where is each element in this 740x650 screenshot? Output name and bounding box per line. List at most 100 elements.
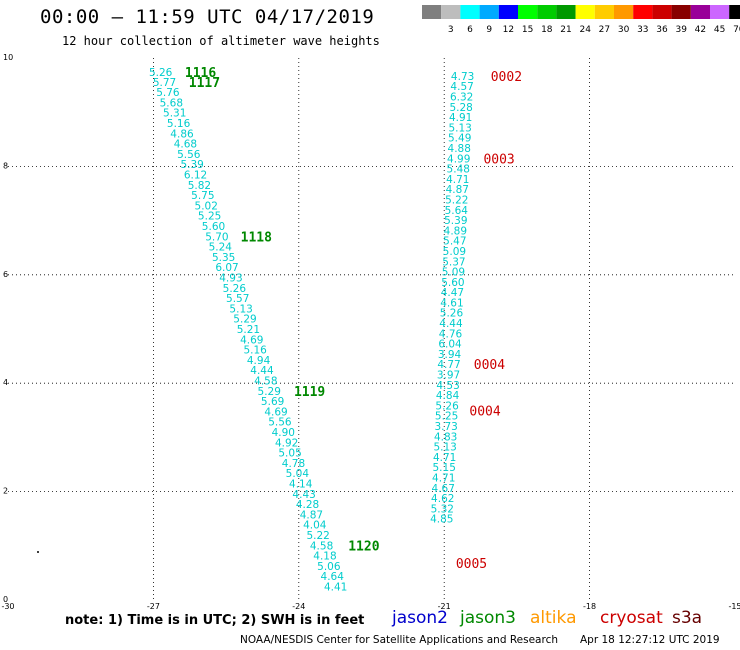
colorbar-tick-label: 45 [714, 25, 725, 35]
data-point-label: 6.04 [438, 339, 462, 351]
data-point-label: 5.32 [431, 503, 454, 515]
x-tick-label: -30 [1, 602, 14, 610]
pass-time-label: 0004 [469, 404, 500, 419]
data-point-label: 5.77 [153, 77, 176, 89]
pass-time-label: 1118 [241, 230, 272, 245]
data-point-label: 5.82 [188, 180, 211, 192]
data-point-label: 5.29 [258, 386, 281, 398]
page-subtitle: 12 hour collection of altimeter wave hei… [62, 34, 380, 48]
generated-timestamp: Apr 18 12:27:12 UTC 2019 [580, 634, 720, 646]
colorbar-tick-label: 36 [656, 25, 668, 35]
data-point-label: 4.94 [247, 355, 271, 367]
data-point-label: 5.13 [229, 303, 252, 315]
colorbar-swatch [556, 5, 576, 19]
colorbar-swatch [690, 5, 710, 19]
colorbar-tick-label: 15 [522, 25, 533, 35]
data-point-label: 4.44 [439, 318, 463, 330]
y-tick-label: 2 [3, 487, 8, 496]
data-point-label: 3.97 [437, 370, 460, 382]
data-point-label: 5.15 [433, 462, 456, 474]
data-point-label: 4.58 [310, 540, 333, 552]
data-point-label: 4.73 [451, 71, 474, 83]
data-point-label: 5.35 [212, 252, 235, 264]
data-point-label: 6.07 [215, 262, 238, 274]
data-point-label: 4.87 [300, 509, 323, 521]
data-point-label: 5.75 [191, 190, 214, 202]
pass-time-label: 1120 [348, 539, 379, 554]
data-point-label: 5.70 [205, 231, 228, 243]
colorbar-tick-label: 39 [675, 25, 687, 35]
data-point-label: 5.21 [237, 324, 260, 336]
data-point-label: 5.29 [233, 314, 256, 326]
data-point-label: 5.16 [243, 345, 267, 357]
colorbar-swatch [498, 5, 518, 19]
colorbar-swatch [441, 5, 461, 19]
data-point-label: 5.60 [441, 277, 464, 289]
colorbar-swatch [575, 5, 595, 19]
colorbar-tick-label: 21 [560, 25, 571, 35]
data-point-label: 4.93 [219, 273, 242, 285]
colorbar-swatch [460, 5, 480, 19]
colorbar-tick-label: 70 [733, 25, 740, 35]
data-point-label: 4.61 [440, 297, 463, 309]
data-point-label: 4.76 [439, 328, 463, 340]
data-point-label: 5.69 [261, 396, 284, 408]
data-point-label: 4.85 [430, 514, 453, 526]
pass-time-label: 1117 [189, 76, 220, 91]
data-point-label: 4.47 [441, 287, 464, 299]
colorbar-swatch [479, 5, 499, 19]
colorbar-tick-label: 24 [579, 25, 591, 35]
data-point-label: 5.28 [449, 102, 472, 114]
data-point-label: 5.56 [268, 417, 292, 429]
colorbar-swatch [594, 5, 614, 19]
x-tick-label: -18 [583, 602, 596, 610]
pass-time-label: 1119 [294, 385, 325, 400]
data-point-label: 4.91 [449, 112, 472, 124]
data-point-label: 4.68 [174, 139, 197, 151]
colorbar-swatch [537, 5, 557, 19]
data-point-label: 5.49 [448, 133, 471, 145]
data-point-label: 5.39 [444, 215, 467, 227]
pass-time-label: 0004 [474, 358, 505, 373]
colorbar-tick-label: 27 [599, 25, 610, 35]
data-point-label: 3.94 [438, 349, 462, 361]
data-point-label: 5.25 [435, 411, 458, 423]
data-point-label: 5.06 [317, 561, 341, 573]
data-point-label: 5.09 [443, 246, 466, 258]
colorbar-swatch [652, 5, 672, 19]
colorbar-swatch [422, 5, 442, 19]
data-point-label: 4.86 [170, 128, 194, 140]
legend-jason2: jason2 [392, 608, 448, 628]
data-point-label: 4.90 [272, 427, 295, 439]
data-point-label: 4.99 [447, 153, 470, 165]
stray-dot [37, 551, 39, 553]
colorbar-tick-label: 33 [637, 25, 648, 35]
data-point-label: 5.26 [223, 283, 247, 295]
data-point-label: 4.71 [433, 452, 456, 464]
colorbar-tick-label: 42 [695, 25, 706, 35]
y-tick-label: 4 [3, 378, 8, 387]
data-point-label: 5.76 [156, 87, 180, 99]
data-point-label: 5.09 [442, 267, 465, 279]
data-point-label: 5.26 [440, 308, 464, 320]
footnote: note: 1) Time is in UTC; 2) SWH is in fe… [65, 613, 365, 628]
data-point-label: 4.64 [321, 571, 345, 583]
y-tick-label: 10 [3, 53, 13, 62]
pass-time-label: 1116 [185, 66, 216, 81]
data-point-label: 5.64 [445, 205, 469, 217]
credit-line: NOAA/NESDIS Center for Satellite Applica… [240, 634, 558, 646]
data-point-label: 5.56 [177, 149, 201, 161]
data-point-label: 5.05 [278, 448, 301, 460]
data-point-label: 4.69 [264, 406, 287, 418]
data-point-label: 5.24 [209, 242, 233, 254]
colorbar-swatch [614, 5, 634, 19]
colorbar-tick-label: 30 [618, 25, 630, 35]
data-point-label: 4.58 [254, 375, 277, 387]
data-point-label: 4.77 [437, 359, 460, 371]
colorbar-swatch [518, 5, 538, 19]
data-point-label: 5.04 [286, 468, 310, 480]
data-point-label: 4.44 [250, 365, 274, 377]
data-point-label: 5.22 [445, 194, 468, 206]
x-tick-label: -21 [438, 602, 451, 610]
data-point-label: 5.60 [202, 221, 225, 233]
